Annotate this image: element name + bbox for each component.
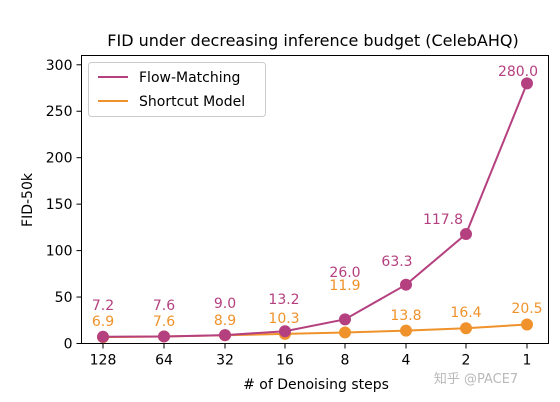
data-point-shortcut-model [400,324,412,337]
x-tick-label: 128 [90,353,117,369]
watermark-text: 知乎 @PACE7 [434,371,518,387]
data-label-shortcut-model: 7.6 [153,314,175,330]
chart-title: FID under decreasing inference budget (C… [107,31,518,50]
data-labels: 7.2 7.6 9.0 13.2 26.0 63.3 117.8 280.0 6.9 7.6 8.9… [92,64,543,330]
x-tick-label: 1 [523,353,532,369]
data-point-flow-matching [460,228,472,241]
data-point-flow-matching [279,325,291,338]
legend-label-flow-matching: Flow-Matching [139,70,240,86]
data-label-flow-matching: 26.0 [329,265,360,281]
y-tick-label: 0 [64,337,73,353]
y-tick-label: 150 [46,197,73,213]
data-label-flow-matching: 13.2 [268,292,299,308]
data-label-shortcut-model: 11.9 [329,278,360,294]
data-label-shortcut-model: 6.9 [92,314,114,330]
data-point-flow-matching [158,330,170,343]
legend-label-shortcut-model: Shortcut Model [139,94,245,110]
data-label-shortcut-model: 10.3 [268,311,299,327]
data-point-shortcut-model [521,318,533,331]
data-label-flow-matching: 9.0 [214,296,236,312]
legend-box [88,62,266,117]
data-point-flow-matching [521,77,533,90]
y-axis-label: FID-50k [20,172,36,227]
data-label-flow-matching: 7.6 [153,298,175,314]
data-label-flow-matching: 280.0 [498,64,538,80]
data-point-shortcut-model [460,322,472,335]
y-tick-label: 200 [46,151,73,167]
x-tick-label: 32 [216,353,234,369]
x-tick-label: 8 [341,353,350,369]
legend: Flow-Matching Shortcut Model [88,62,266,117]
data-point-flow-matching [97,330,109,343]
series-line-flow-matching [102,82,528,338]
data-label-flow-matching: 63.3 [381,254,412,270]
y-axis: 0 50 100 150 200 250 300 [46,58,82,353]
y-tick-label: 50 [55,290,73,306]
x-tick-label: 2 [462,353,471,369]
data-label-shortcut-model: 16.4 [450,305,481,321]
plot-area-frame [81,55,549,344]
series-layer [97,77,533,344]
data-point-flow-matching [219,329,231,342]
y-tick-label: 100 [46,244,73,260]
data-point-shortcut-model [339,326,351,339]
x-axis-label: # of Denoising steps [243,377,389,393]
data-label-shortcut-model: 20.5 [511,301,542,317]
x-tick-label: 64 [155,353,173,369]
data-point-flow-matching [400,278,412,291]
data-label-flow-matching: 117.8 [423,212,463,228]
x-axis: 128 64 32 16 8 4 2 1 [90,343,532,369]
data-point-flow-matching [339,313,351,326]
data-label-shortcut-model: 8.9 [214,313,236,329]
y-tick-label: 250 [46,104,73,120]
data-label-flow-matching: 7.2 [92,298,114,314]
data-label-shortcut-model: 13.8 [390,308,421,324]
x-tick-label: 4 [402,353,411,369]
x-tick-label: 16 [276,353,294,369]
y-tick-label: 300 [46,58,73,74]
